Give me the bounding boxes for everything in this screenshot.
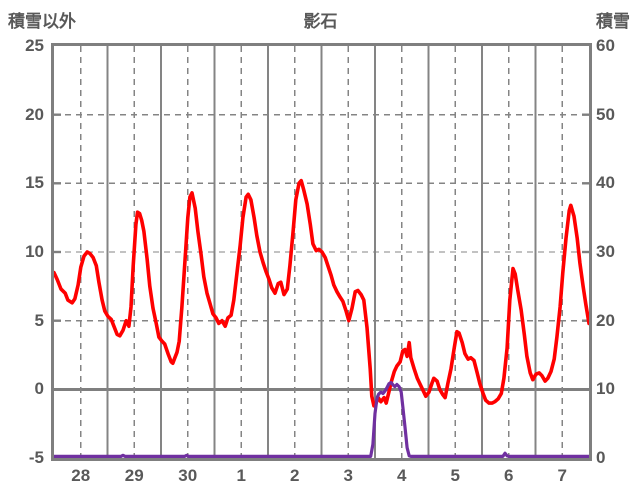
x-axis-tick-label: 4	[397, 466, 407, 485]
right-axis-tick-label: 50	[596, 104, 615, 124]
x-axis-tick-label: 5	[450, 466, 460, 485]
x-axis-tick-label: 30	[178, 466, 198, 485]
x-axis-tick-label: 1	[236, 466, 246, 485]
left-axis-tick-label: 5	[34, 310, 44, 330]
x-axis-tick-label: 29	[124, 466, 144, 485]
left-axis-tick-label: 0	[34, 379, 44, 399]
left-axis-tick-label: -5	[28, 448, 44, 467]
right-axis-tick-label: 10	[596, 379, 615, 399]
x-axis-tick-label: 2	[290, 466, 300, 485]
right-axis-tick-label: 60	[596, 36, 615, 55]
chart-canvas	[54, 46, 589, 458]
left-axis-tick-label: 15	[25, 173, 44, 193]
left-axis-title: 積雪以外	[8, 12, 76, 31]
right-axis-tick-label: 30	[596, 242, 615, 261]
right-axis-title: 積雪	[596, 12, 630, 31]
x-axis-tick-label: 7	[557, 466, 567, 485]
left-axis-tick-label: 20	[25, 104, 44, 124]
left-axis-tick-label: 10	[25, 242, 44, 261]
right-axis-tick-label: 40	[596, 173, 615, 193]
right-axis-tick-label: 20	[596, 310, 615, 330]
x-axis-tick-label: 6	[504, 466, 514, 485]
x-axis-tick-label: 3	[343, 466, 353, 485]
chart-title: 影石	[303, 12, 338, 31]
right-axis-tick-label: 0	[596, 448, 606, 467]
x-axis-tick-label: 28	[71, 466, 91, 485]
plot-area	[51, 43, 592, 461]
left-axis-tick-label: 25	[25, 36, 44, 55]
